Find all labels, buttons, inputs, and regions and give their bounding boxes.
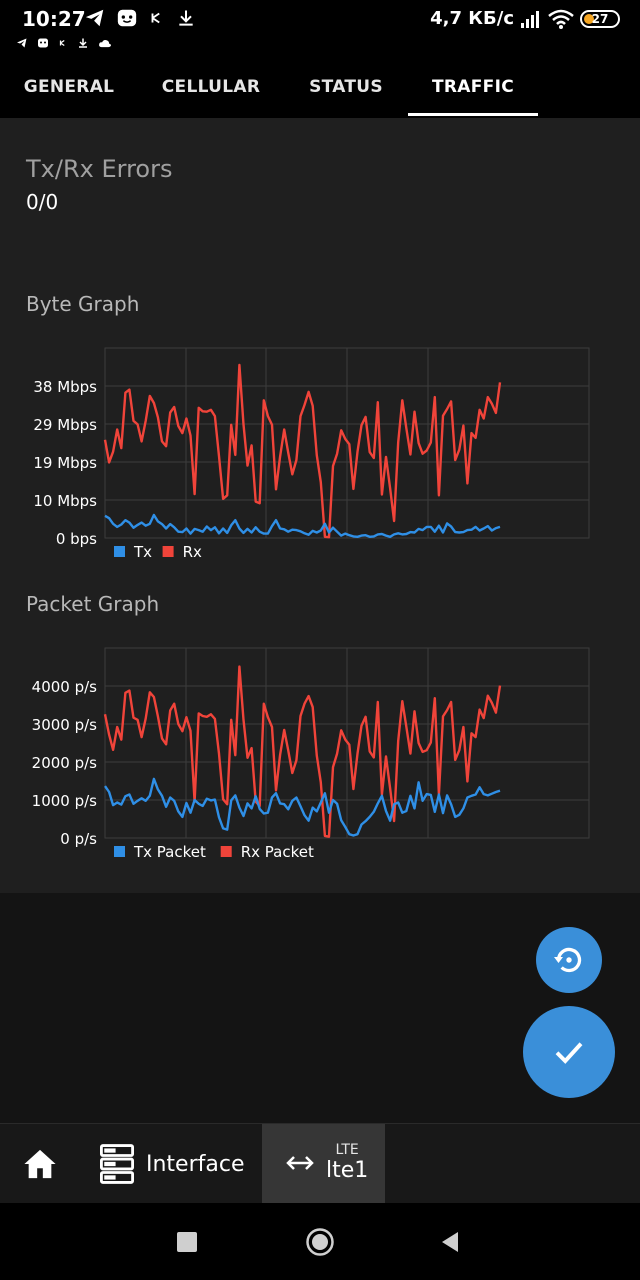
apply-button[interactable] xyxy=(523,1006,615,1098)
status-bar: 10:27 4,7 КБ/с 27 xyxy=(0,0,640,56)
tab-status[interactable]: STATUS xyxy=(309,77,383,97)
square-icon xyxy=(177,1231,197,1252)
telegram-icon xyxy=(85,9,104,27)
nav-home-button[interactable] xyxy=(290,1203,350,1280)
y-tick-label: 0 bps xyxy=(56,530,97,548)
bot-icon xyxy=(38,38,48,48)
y-tick-label: 2000 p/s xyxy=(32,754,98,772)
download-icon xyxy=(79,38,87,48)
tab-cellular[interactable]: CELLULAR xyxy=(161,77,261,97)
series-line-rx xyxy=(103,363,502,539)
status-time: 10:27 xyxy=(22,7,86,31)
recents-button[interactable] xyxy=(157,1203,217,1280)
legend-swatch xyxy=(220,846,232,857)
home-icon xyxy=(24,1149,56,1179)
series-line-rx xyxy=(103,665,502,838)
tab-traffic[interactable]: TRAFFIC xyxy=(408,56,538,118)
y-tick-label: 10 Mbps xyxy=(33,492,97,510)
series-line-tx xyxy=(104,777,501,837)
legend-label: Rx xyxy=(183,543,202,561)
interface-button[interactable]: Interface xyxy=(100,1124,260,1204)
packet-graph-title: Packet Graph xyxy=(26,592,160,616)
check-icon xyxy=(555,1042,583,1064)
signal-icon xyxy=(521,10,539,28)
legend-swatch xyxy=(114,546,125,557)
telegram-icon xyxy=(17,38,27,48)
circle-icon xyxy=(306,1227,334,1256)
back-button[interactable] xyxy=(420,1203,480,1280)
tab-general[interactable]: GENERAL xyxy=(23,77,115,97)
y-tick-label: 19 Mbps xyxy=(33,454,97,472)
cloud-icon xyxy=(99,39,111,48)
notification-icons xyxy=(84,7,196,29)
status-right: 4,7 КБ/с 27 xyxy=(430,8,620,29)
legend-label: Rx Packet xyxy=(241,843,314,861)
interface-type: LTE xyxy=(335,1142,359,1158)
wifi-icon xyxy=(548,9,574,29)
legend-swatch xyxy=(114,846,125,857)
byte-graph: 0 bps 10 Mbps 19 Mbps 29 Mbps 38 Mbps Tx Rx xyxy=(33,347,590,561)
interface-name: lte1 xyxy=(326,1158,369,1183)
legend-label: Tx xyxy=(133,543,152,561)
lte-interface-button[interactable]: LTE lte1 xyxy=(262,1124,385,1204)
battery-level: 27 xyxy=(591,11,609,26)
series-line-tx xyxy=(104,513,501,539)
y-tick-label: 38 Mbps xyxy=(33,378,97,396)
server-icon xyxy=(100,1144,134,1184)
download-icon xyxy=(179,10,193,26)
errors-label: Tx/Rx Errors xyxy=(26,155,173,183)
y-tick-label: 1000 p/s xyxy=(32,792,98,810)
y-tick-label: 29 Mbps xyxy=(33,416,97,434)
y-tick-label: 0 p/s xyxy=(60,830,97,848)
active-tab-indicator xyxy=(408,113,538,116)
bot-icon xyxy=(117,9,137,27)
legend-label: Tx Packet xyxy=(133,843,206,861)
notification-icons-small xyxy=(16,37,112,49)
byte-graph-title: Byte Graph xyxy=(26,292,140,316)
tab-bar: GENERAL CELLULAR STATUS TRAFFIC xyxy=(0,56,640,118)
interface-label: Interface xyxy=(146,1151,245,1177)
restore-icon xyxy=(554,947,582,973)
y-tick-label: 3000 p/s xyxy=(32,716,98,734)
bottom-bar: Interface LTE lte1 xyxy=(0,1123,640,1204)
swap-arrows-icon xyxy=(286,1156,314,1170)
legend-swatch xyxy=(162,546,174,557)
errors-value: 0/0 xyxy=(26,190,59,214)
network-speed: 4,7 КБ/с xyxy=(430,8,514,29)
home-button[interactable] xyxy=(0,1124,80,1204)
k-icon xyxy=(59,39,65,47)
back-triangle-icon xyxy=(442,1231,458,1252)
traffic-panel xyxy=(0,118,640,893)
packet-graph: 0 p/s 1000 p/s 2000 p/s 3000 p/s 4000 p/s Tx … xyxy=(32,647,590,861)
k-icon xyxy=(151,12,160,24)
content-background xyxy=(0,893,640,1123)
y-tick-label: 4000 p/s xyxy=(32,678,98,696)
system-nav-bar xyxy=(0,1203,640,1280)
reset-button[interactable] xyxy=(536,927,602,993)
battery-icon: 27 xyxy=(580,9,620,28)
